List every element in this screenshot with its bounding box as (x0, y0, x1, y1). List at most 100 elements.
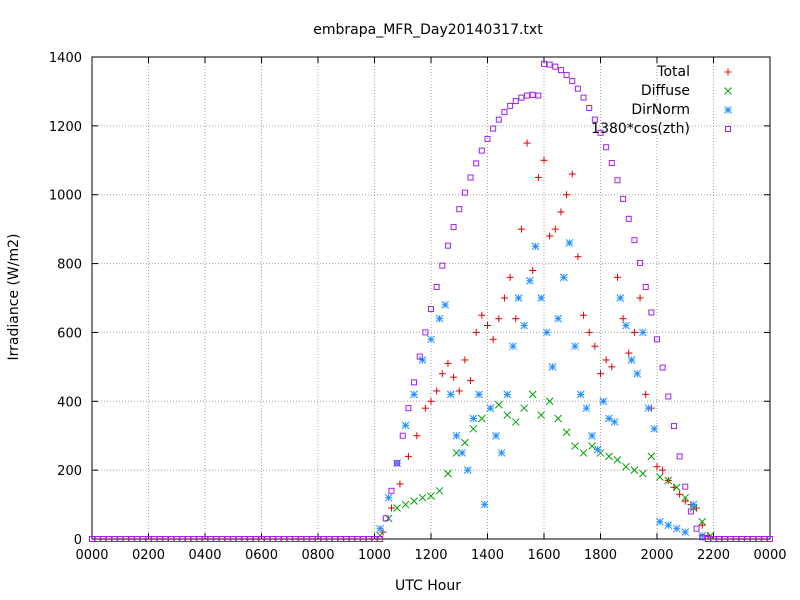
data-point (568, 170, 576, 178)
data-point (639, 469, 647, 478)
data-point (599, 397, 608, 406)
data-point (484, 322, 491, 330)
data-point (602, 356, 610, 364)
baseline-point (337, 536, 344, 542)
data-point (500, 294, 508, 302)
data-point (427, 492, 435, 500)
data-point (659, 364, 666, 371)
baseline-point (179, 536, 186, 542)
data-point (461, 438, 469, 447)
x-tick-label: 1000 (358, 548, 391, 563)
baseline-point (733, 536, 740, 542)
data-point (384, 493, 393, 502)
data-marks (89, 60, 773, 542)
data-point (387, 504, 395, 512)
data-point (497, 449, 506, 457)
baseline-point (111, 536, 118, 542)
baseline-point (94, 536, 101, 542)
y-tick-label: 800 (57, 258, 82, 273)
data-point (655, 473, 664, 481)
data-point (704, 536, 711, 542)
data-point (698, 521, 706, 529)
data-point (670, 423, 677, 430)
data-point (435, 486, 444, 495)
data-point (588, 442, 596, 450)
data-point (469, 414, 478, 423)
data-point (616, 294, 625, 302)
data-point (554, 414, 562, 423)
data-point (591, 342, 599, 350)
data-point (444, 469, 452, 478)
y-axis-label: Irradiance (W/m2) (6, 234, 22, 361)
data-point (552, 63, 559, 70)
data-point (435, 314, 444, 323)
baseline-point (744, 536, 751, 542)
data-point (506, 273, 514, 281)
data-point (433, 387, 441, 395)
legend-label: Diffuse (641, 83, 690, 99)
legend-marker (725, 126, 731, 132)
data-point (569, 78, 576, 85)
data-point (574, 85, 581, 92)
baseline-point (343, 536, 350, 542)
data-point (608, 363, 616, 371)
baseline-point (286, 536, 293, 542)
data-point (472, 328, 480, 336)
data-point (410, 497, 418, 505)
data-point (642, 283, 649, 290)
data-point (582, 404, 591, 413)
data-point (622, 321, 630, 330)
data-point (627, 356, 636, 364)
data-point (633, 369, 642, 378)
data-point (551, 225, 559, 233)
data-point (654, 336, 660, 343)
x-tick-label: 1200 (414, 548, 447, 563)
data-point (467, 377, 475, 385)
data-point (540, 156, 548, 164)
data-point (492, 431, 500, 440)
x-tick-label: 1400 (471, 548, 504, 563)
data-point (512, 98, 519, 105)
y-tick-label: 400 (57, 395, 82, 410)
data-point (681, 497, 689, 505)
data-point (593, 445, 602, 454)
data-point (597, 129, 604, 136)
data-point (405, 405, 412, 412)
data-point (524, 92, 531, 99)
data-point (591, 116, 598, 123)
data-point (509, 342, 517, 351)
data-point (537, 294, 546, 302)
data-point (478, 311, 486, 319)
baseline-point (348, 536, 355, 542)
data-point (664, 476, 673, 485)
baseline-point (258, 536, 265, 542)
data-point (588, 431, 596, 440)
data-point (413, 432, 421, 440)
data-point (477, 414, 486, 423)
data-point (441, 301, 449, 309)
data-point (576, 390, 585, 399)
data-point (501, 109, 508, 116)
baseline-point (89, 536, 95, 542)
data-point (580, 94, 587, 101)
baseline-point (264, 536, 271, 542)
data-point (503, 390, 512, 399)
legend-marker (724, 87, 732, 95)
baseline-point (202, 536, 208, 542)
baseline-point (128, 536, 135, 542)
data-point (603, 144, 610, 151)
data-point (639, 328, 647, 337)
data-point (446, 390, 455, 399)
data-point (523, 139, 531, 147)
series-plus (379, 139, 712, 540)
legend-label: DirNorm (631, 102, 690, 118)
series-square (377, 60, 723, 542)
data-point (698, 517, 707, 526)
baseline-point (196, 536, 203, 542)
baseline-point (122, 536, 129, 542)
data-point (535, 92, 542, 99)
baseline-point (168, 536, 175, 542)
data-point (630, 466, 639, 474)
data-point (655, 517, 664, 526)
data-point (665, 393, 672, 400)
